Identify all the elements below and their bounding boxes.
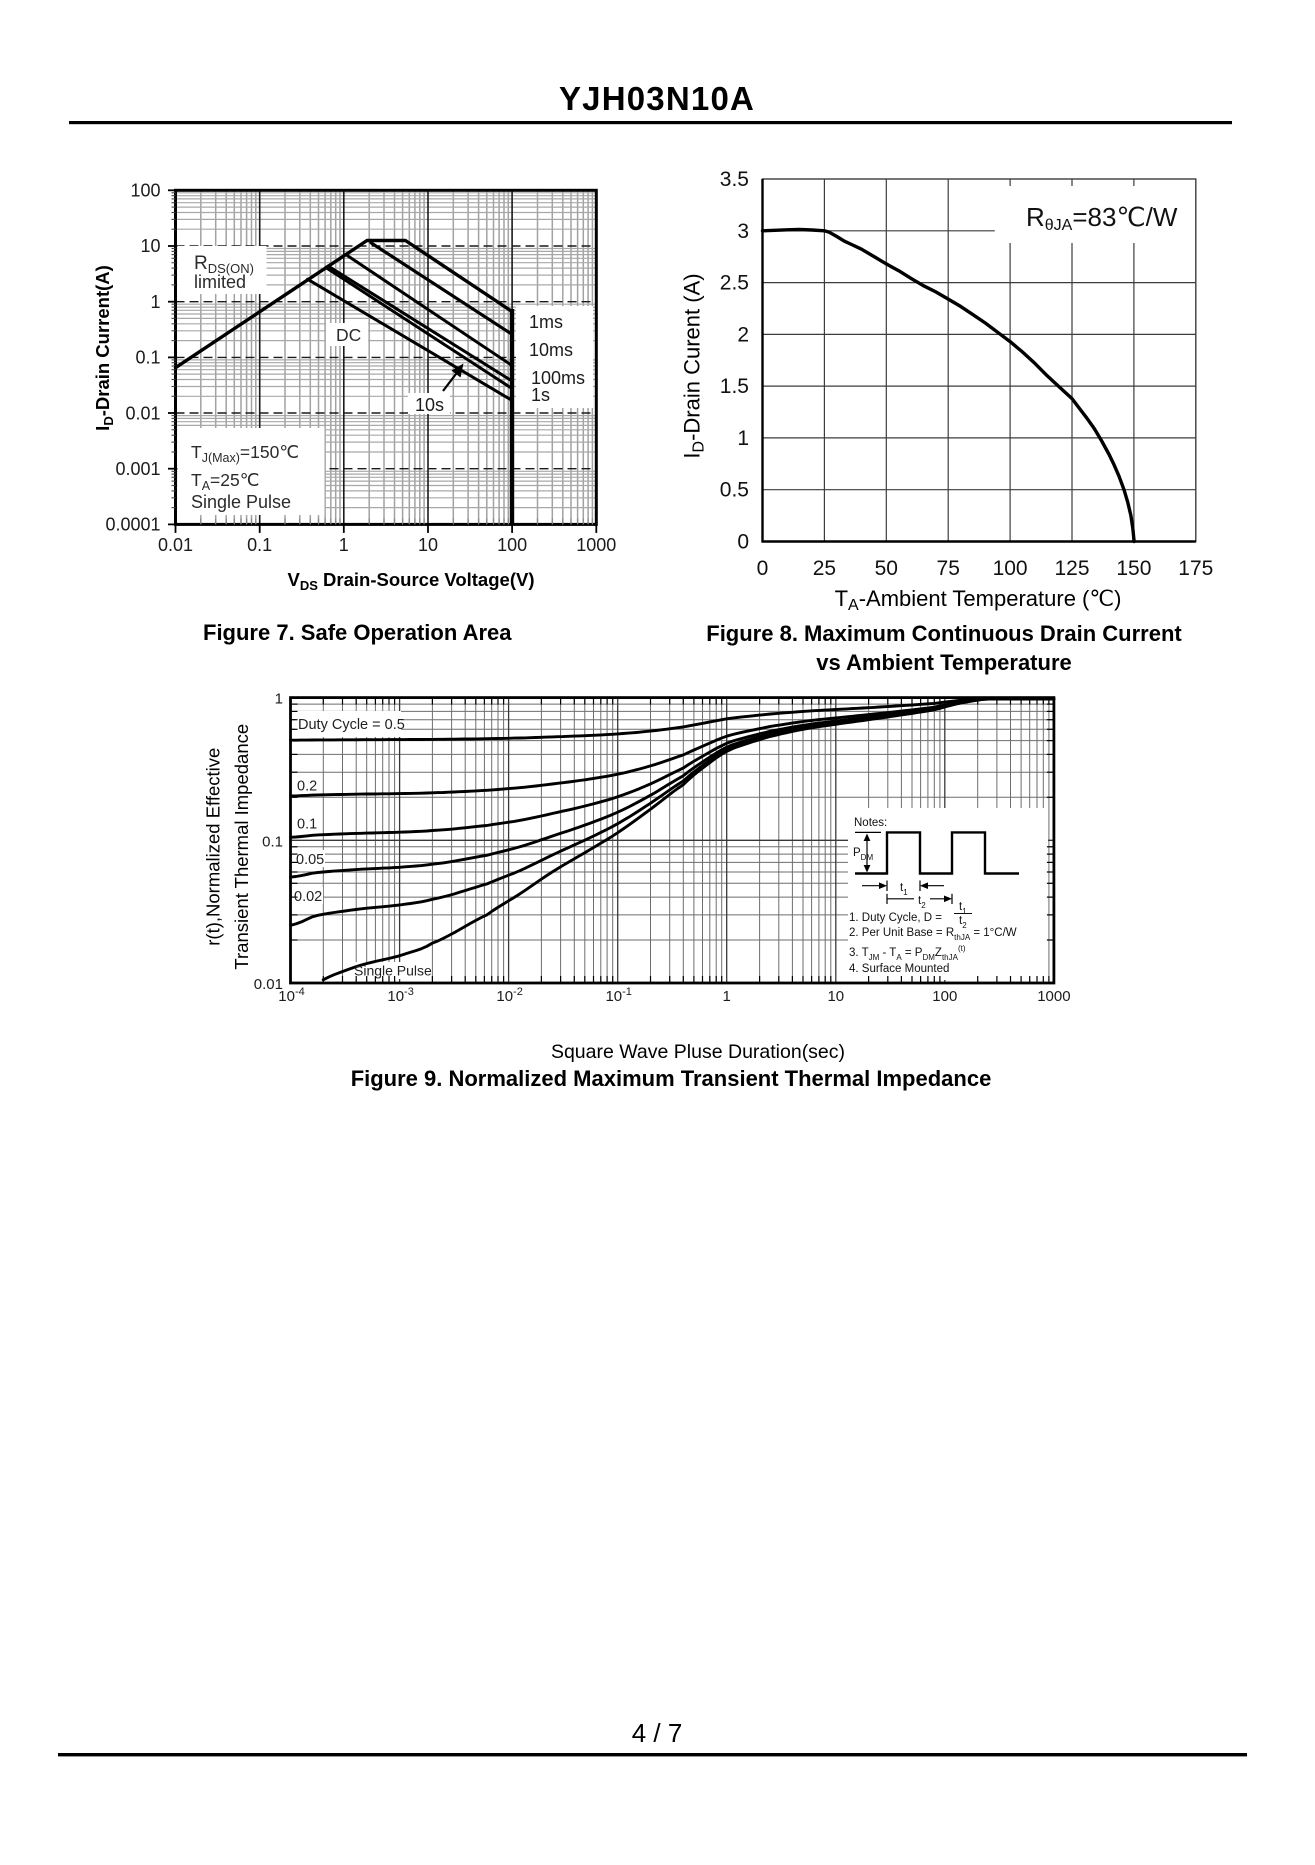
svg-text:10-1: 10-1 (605, 986, 631, 1005)
svg-text:3: 3 (737, 220, 749, 243)
svg-text:2.5: 2.5 (720, 272, 749, 295)
svg-text:1000: 1000 (576, 535, 616, 555)
svg-text:Figure 8. Maximum Continuous D: Figure 8. Maximum Continuous Drain Curre… (706, 621, 1182, 646)
svg-text:1: 1 (723, 988, 731, 1005)
svg-text:1000: 1000 (1037, 988, 1070, 1005)
svg-text:Transient Thermal Impedance: Transient Thermal Impedance (231, 724, 252, 970)
svg-text:Square Wave Pluse Duration(sec: Square Wave Pluse Duration(sec) (551, 1041, 845, 1063)
svg-text:1: 1 (150, 292, 160, 312)
svg-text:10ms: 10ms (529, 340, 573, 360)
svg-text:4 / 7: 4 / 7 (632, 1718, 683, 1748)
svg-text:0.01: 0.01 (158, 535, 193, 555)
svg-text:TA=25℃: TA=25℃ (191, 470, 259, 493)
svg-text:0.01: 0.01 (254, 976, 283, 993)
svg-text:0.1: 0.1 (297, 817, 317, 833)
svg-text:1: 1 (339, 535, 349, 555)
svg-text:4. Surface Mounted: 4. Surface Mounted (849, 963, 949, 975)
svg-text:10: 10 (140, 236, 160, 256)
svg-text:150: 150 (1116, 557, 1151, 580)
svg-text:0.2: 0.2 (297, 779, 317, 795)
svg-text:Single Pulse: Single Pulse (191, 492, 291, 512)
svg-text:1s: 1s (531, 385, 550, 405)
svg-text:100: 100 (130, 181, 160, 201)
svg-text:100: 100 (932, 988, 957, 1005)
svg-text:1. Duty Cycle, D =: 1. Duty Cycle, D = (849, 912, 942, 924)
svg-text:10-3: 10-3 (387, 986, 413, 1005)
svg-text:0: 0 (757, 557, 769, 580)
svg-text:t1: t1 (900, 882, 908, 897)
svg-text:2: 2 (737, 323, 749, 346)
svg-text:25: 25 (813, 557, 836, 580)
svg-text:YJH03N10A: YJH03N10A (559, 80, 755, 117)
svg-text:Duty Cycle = 0.5: Duty Cycle = 0.5 (298, 717, 405, 733)
svg-text:vs Ambient Temperature: vs Ambient Temperature (816, 650, 1072, 675)
svg-text:0.01: 0.01 (125, 403, 160, 423)
svg-text:100: 100 (497, 535, 527, 555)
svg-text:ID-Drain Curent (A): ID-Drain Curent (A) (680, 273, 708, 458)
svg-text:10: 10 (827, 988, 844, 1005)
svg-text:0.02: 0.02 (294, 889, 322, 905)
svg-text:limited: limited (194, 272, 246, 292)
svg-text:Single Pulse: Single Pulse (354, 963, 432, 979)
svg-text:1.5: 1.5 (720, 375, 749, 398)
svg-text:Notes:: Notes: (854, 817, 887, 829)
svg-text:0.05: 0.05 (296, 852, 324, 868)
svg-text:125: 125 (1054, 557, 1089, 580)
svg-text:175: 175 (1178, 557, 1213, 580)
svg-text:0.001: 0.001 (115, 459, 160, 479)
svg-text:0.1: 0.1 (262, 833, 283, 850)
svg-text:t2: t2 (918, 895, 926, 910)
svg-text:10-2: 10-2 (496, 986, 522, 1005)
svg-text:t2: t2 (959, 915, 967, 930)
svg-text:100ms: 100ms (531, 368, 585, 388)
svg-text:1: 1 (737, 427, 749, 450)
svg-text:0: 0 (737, 531, 749, 554)
svg-text:ID-Drain Current(A): ID-Drain Current(A) (92, 265, 116, 431)
svg-text:0.5: 0.5 (720, 479, 749, 502)
svg-text:0.1: 0.1 (135, 348, 160, 368)
svg-text:10: 10 (418, 535, 438, 555)
svg-text:3.5: 3.5 (720, 168, 749, 191)
svg-text:1: 1 (275, 691, 283, 708)
svg-text:50: 50 (875, 557, 898, 580)
svg-text:0.1: 0.1 (247, 535, 272, 555)
svg-text:2. Per Unit Base = RthJA = 1°C: 2. Per Unit Base = RthJA = 1°C/W (849, 927, 1017, 942)
svg-text:DC: DC (336, 325, 361, 345)
svg-text:t1: t1 (959, 901, 967, 916)
svg-text:Figure 7. Safe Operation Area: Figure 7. Safe Operation Area (203, 620, 512, 645)
svg-text:r(t),Normalized Effective: r(t),Normalized Effective (203, 748, 224, 946)
svg-text:75: 75 (937, 557, 960, 580)
svg-text:0.0001: 0.0001 (105, 515, 160, 535)
svg-text:TA-Ambient Temperature (℃): TA-Ambient Temperature (℃) (835, 586, 1122, 614)
svg-text:Figure 9. Normalized Maximum T: Figure 9. Normalized Maximum Transient T… (351, 1066, 992, 1091)
svg-text:10s: 10s (415, 395, 444, 415)
svg-text:100: 100 (993, 557, 1028, 580)
svg-text:VDS Drain-Source Voltage(V): VDS Drain-Source Voltage(V) (288, 569, 535, 593)
svg-text:1ms: 1ms (529, 312, 563, 332)
svg-text:10-4: 10-4 (278, 986, 304, 1005)
